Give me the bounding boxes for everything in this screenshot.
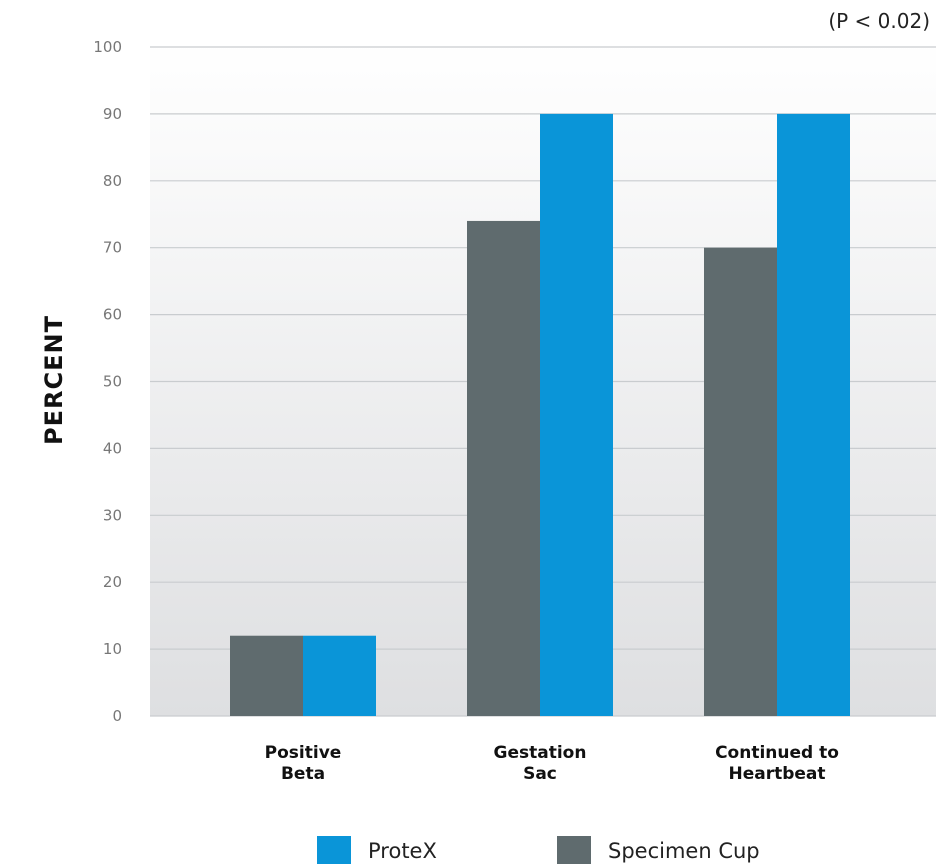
x-tick-label: Continued to Heartbeat <box>715 743 839 784</box>
y-axis-label: PERCENT <box>40 315 68 445</box>
significance-annotation: (P < 0.02) <box>828 9 930 33</box>
y-tick-label: 70 <box>103 239 122 257</box>
bar-specimen-cup <box>704 247 777 716</box>
bar-protex <box>540 113 613 716</box>
y-tick-label: 20 <box>103 573 122 591</box>
bar-protex <box>303 635 376 716</box>
legend-label-specimen-cup: Specimen Cup <box>608 839 760 863</box>
x-axis-ticks: Positive Beta Gestation Sac Continued to Hear… <box>265 743 839 784</box>
y-axis-ticks: 0 10 20 30 40 50 60 70 80 90 100 <box>93 38 122 725</box>
bar-specimen-cup <box>230 635 303 716</box>
y-tick-label: 100 <box>93 38 122 56</box>
y-tick-label: 60 <box>103 306 122 324</box>
bars <box>230 113 850 716</box>
y-tick-label: 40 <box>103 439 122 457</box>
bar-protex <box>777 113 850 716</box>
y-tick-label: 0 <box>112 707 122 725</box>
y-tick-label: 50 <box>103 373 122 391</box>
legend-swatch-specimen-cup <box>557 836 591 864</box>
legend: ProteX Specimen Cup <box>317 836 760 864</box>
y-tick-label: 10 <box>103 640 122 658</box>
bar-specimen-cup <box>467 220 540 716</box>
y-tick-label: 90 <box>103 105 122 123</box>
legend-label-protex: ProteX <box>368 839 437 863</box>
x-tick-label: Gestation Sac <box>494 743 587 784</box>
y-tick-label: 30 <box>103 506 122 524</box>
y-tick-label: 80 <box>103 172 122 190</box>
x-tick-label: Positive Beta <box>265 743 342 784</box>
legend-swatch-protex <box>317 836 351 864</box>
